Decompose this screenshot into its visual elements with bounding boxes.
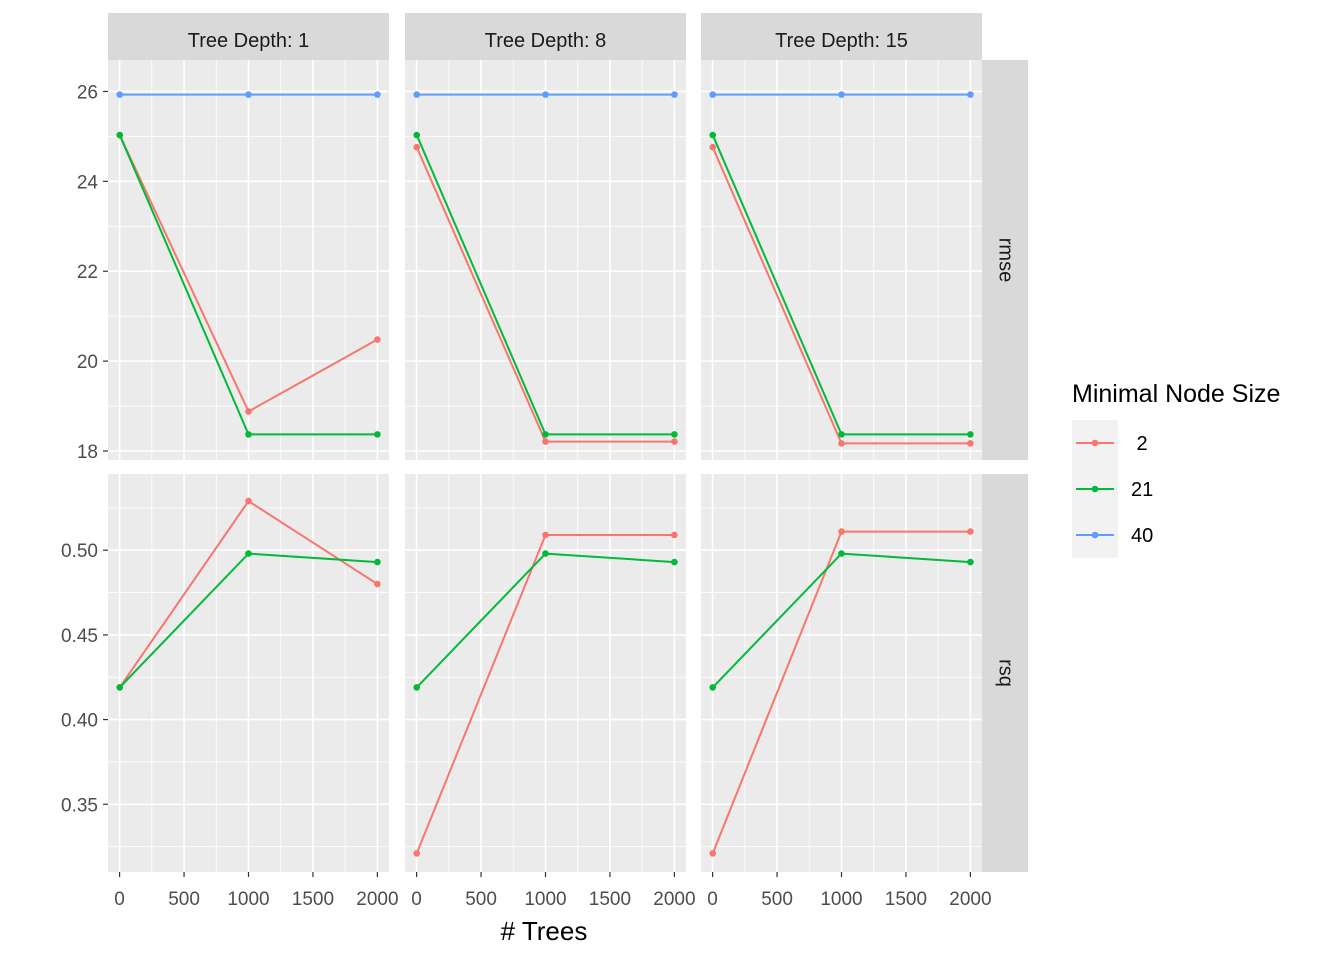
col-strip bbox=[108, 13, 389, 60]
data-point-2 bbox=[542, 438, 549, 445]
data-point-21 bbox=[838, 431, 845, 438]
row-strip bbox=[982, 60, 1028, 460]
y-tick-label: 0.50 bbox=[61, 541, 98, 562]
data-point-21 bbox=[374, 431, 381, 438]
x-tick-label: 1000 bbox=[820, 889, 862, 910]
data-point-40 bbox=[838, 91, 845, 98]
y-tick-label: 26 bbox=[77, 82, 98, 103]
data-point-2 bbox=[671, 438, 678, 445]
x-tick-label: 2000 bbox=[949, 889, 991, 910]
row-strip-label: rsq bbox=[995, 659, 1017, 687]
y-tick-label: 18 bbox=[77, 442, 98, 463]
y-tick-label: 22 bbox=[77, 262, 98, 283]
legend-title: Minimal Node Size bbox=[1072, 380, 1280, 408]
data-point-21 bbox=[709, 131, 717, 139]
data-point-2 bbox=[838, 440, 845, 447]
y-tick-label: 0.40 bbox=[61, 711, 98, 732]
data-point-2 bbox=[413, 850, 421, 857]
data-point-40 bbox=[542, 91, 549, 98]
data-point-40 bbox=[967, 91, 974, 98]
data-point-21 bbox=[709, 684, 717, 691]
data-point-21 bbox=[116, 131, 124, 139]
legend-label: 40 bbox=[1131, 525, 1153, 547]
x-tick-label: 1500 bbox=[885, 889, 927, 910]
col-strip-label: Tree Depth: 1 bbox=[188, 30, 310, 52]
data-point-21 bbox=[245, 550, 252, 557]
y-tick-label: 0.35 bbox=[61, 795, 98, 816]
legend-label: 2 bbox=[1131, 433, 1148, 455]
row-strip-label: rmse bbox=[995, 238, 1017, 282]
x-tick-label: 0 bbox=[411, 889, 422, 910]
data-point-2 bbox=[413, 143, 421, 151]
x-tick-label: 2000 bbox=[356, 889, 398, 910]
x-axis-title: # Trees bbox=[501, 916, 588, 946]
data-point-40 bbox=[413, 91, 421, 98]
data-point-2 bbox=[967, 440, 974, 447]
data-point-21 bbox=[967, 558, 974, 566]
legend-key-point bbox=[1091, 439, 1099, 447]
y-tick-label: 20 bbox=[77, 352, 98, 373]
col-strip-label: Tree Depth: 15 bbox=[775, 30, 908, 52]
data-point-21 bbox=[542, 550, 549, 557]
y-tick-label: 24 bbox=[77, 172, 99, 193]
x-tick-label: 0 bbox=[114, 889, 125, 910]
data-point-40 bbox=[374, 91, 381, 98]
x-tick-label: 1500 bbox=[292, 889, 334, 910]
data-point-2 bbox=[374, 336, 381, 343]
x-tick-label: 500 bbox=[465, 889, 497, 910]
data-point-40 bbox=[709, 91, 717, 98]
data-point-21 bbox=[838, 550, 845, 557]
data-point-2 bbox=[374, 580, 381, 588]
data-point-2 bbox=[245, 497, 252, 505]
x-tick-label: 1500 bbox=[589, 889, 631, 910]
x-tick-label: 1000 bbox=[227, 889, 269, 910]
data-point-40 bbox=[116, 91, 124, 98]
data-point-2 bbox=[671, 531, 678, 539]
data-point-21 bbox=[245, 431, 252, 438]
data-point-2 bbox=[542, 531, 549, 539]
x-tick-label: 500 bbox=[168, 889, 200, 910]
legend-key-point bbox=[1091, 531, 1099, 539]
col-strip bbox=[405, 13, 686, 60]
data-point-21 bbox=[671, 431, 678, 438]
data-point-2 bbox=[245, 408, 252, 415]
data-point-2 bbox=[967, 528, 974, 535]
data-point-2 bbox=[709, 850, 717, 857]
data-point-21 bbox=[374, 558, 381, 566]
x-tick-label: 0 bbox=[707, 889, 718, 910]
y-tick-label: 0.45 bbox=[61, 626, 98, 647]
data-point-21 bbox=[671, 558, 678, 566]
row-strip bbox=[982, 474, 1028, 872]
col-strip-label: Tree Depth: 8 bbox=[485, 30, 607, 52]
data-point-21 bbox=[116, 684, 124, 691]
col-strip bbox=[701, 13, 982, 60]
data-point-21 bbox=[413, 684, 421, 691]
data-point-40 bbox=[671, 91, 678, 98]
data-point-21 bbox=[413, 131, 421, 139]
legend-label: 21 bbox=[1131, 479, 1153, 501]
data-point-21 bbox=[542, 431, 549, 438]
data-point-2 bbox=[709, 143, 717, 151]
x-tick-label: 500 bbox=[761, 889, 793, 910]
data-point-21 bbox=[967, 431, 974, 438]
data-point-40 bbox=[245, 91, 252, 98]
x-tick-label: 2000 bbox=[653, 889, 695, 910]
x-tick-label: 1000 bbox=[524, 889, 566, 910]
data-point-2 bbox=[838, 528, 845, 535]
legend-key-point bbox=[1091, 485, 1099, 493]
